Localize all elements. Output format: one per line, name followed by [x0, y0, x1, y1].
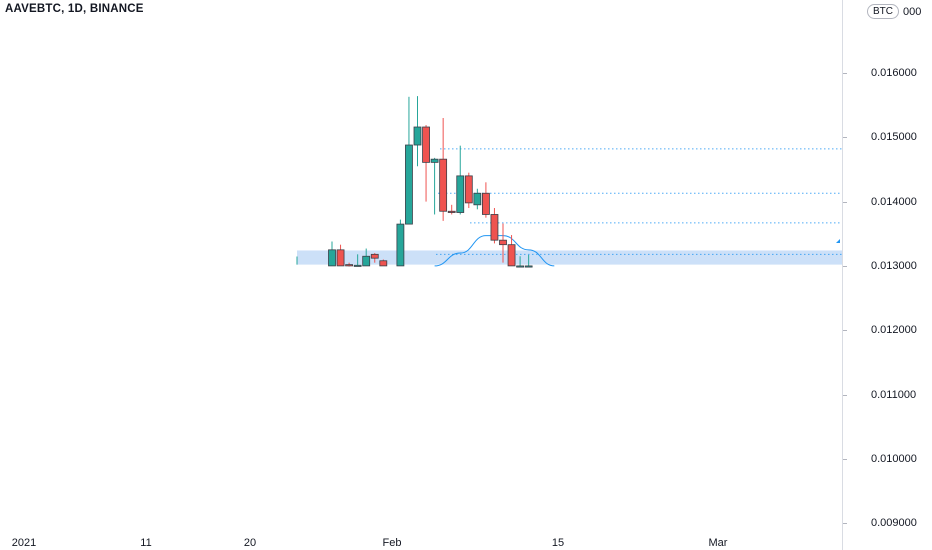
candle-body-2 — [345, 264, 354, 267]
price-label: 0.014000 — [871, 195, 917, 208]
candle-body-1 — [336, 249, 345, 267]
price-tick — [843, 265, 847, 267]
candle-body-19 — [499, 239, 507, 246]
candle-body-18 — [490, 214, 499, 241]
candle-body-12 — [439, 158, 448, 212]
price-tick — [843, 330, 847, 332]
currency-badge[interactable]: BTC — [867, 4, 899, 19]
price-tick — [843, 458, 847, 460]
zone-arrow — [836, 239, 840, 243]
candle-body-4 — [362, 255, 371, 267]
time-label-mar: Mar — [708, 537, 728, 549]
candle-body-21 — [516, 265, 524, 268]
time-label-2021: 2021 — [11, 537, 37, 549]
candle-body-0 — [328, 249, 336, 267]
support-zone — [297, 250, 842, 265]
candle-body-22 — [524, 265, 533, 268]
price-tick — [843, 523, 847, 525]
candle-body-6 — [379, 260, 388, 267]
candle-body-10 — [422, 126, 430, 163]
price-label: 0.013000 — [871, 259, 917, 272]
time-label-11: 11 — [140, 537, 152, 549]
candle-body-17 — [481, 192, 490, 215]
time-label-feb: Feb — [382, 537, 402, 549]
price-label: 0.009000 — [871, 517, 917, 530]
price-tick — [843, 137, 847, 139]
price-tick — [843, 394, 847, 396]
price-label: 0.012000 — [871, 324, 917, 337]
candle-body-16 — [473, 192, 482, 206]
price-tick — [843, 201, 847, 203]
time-label-15: 15 — [551, 537, 565, 549]
candle-body-15 — [464, 175, 473, 204]
candle-body-20 — [507, 244, 516, 267]
chart-area[interactable]: AAVEBTC, 1D, BINANCE 2021 11 20 Feb 15 M… — [0, 0, 842, 550]
price-axis[interactable]: 000 BTC 0.016000 0.015000 0.014000 0.013000… — [842, 0, 932, 550]
candle-body-9 — [413, 126, 422, 146]
price-label-top-partial: 000 — [903, 6, 922, 18]
price-label: 0.015000 — [871, 131, 917, 144]
price-label: 0.011000 — [871, 388, 917, 401]
price-tick — [843, 73, 847, 74]
candle-body-11 — [430, 158, 439, 163]
chart-title: AAVEBTC, 1D, BINANCE — [5, 3, 144, 15]
candle-body-5 — [370, 253, 379, 259]
candle-body-7 — [396, 223, 405, 267]
candle-body-3 — [353, 264, 362, 267]
price-label: 0.016000 — [871, 67, 917, 79]
candlestick-chart[interactable] — [0, 0, 842, 550]
price-label: 0.010000 — [871, 452, 917, 465]
candle-body-14 — [456, 175, 465, 213]
time-label-20: 20 — [243, 537, 257, 549]
candle-body-13 — [447, 210, 456, 213]
candle-body-8 — [405, 144, 413, 225]
